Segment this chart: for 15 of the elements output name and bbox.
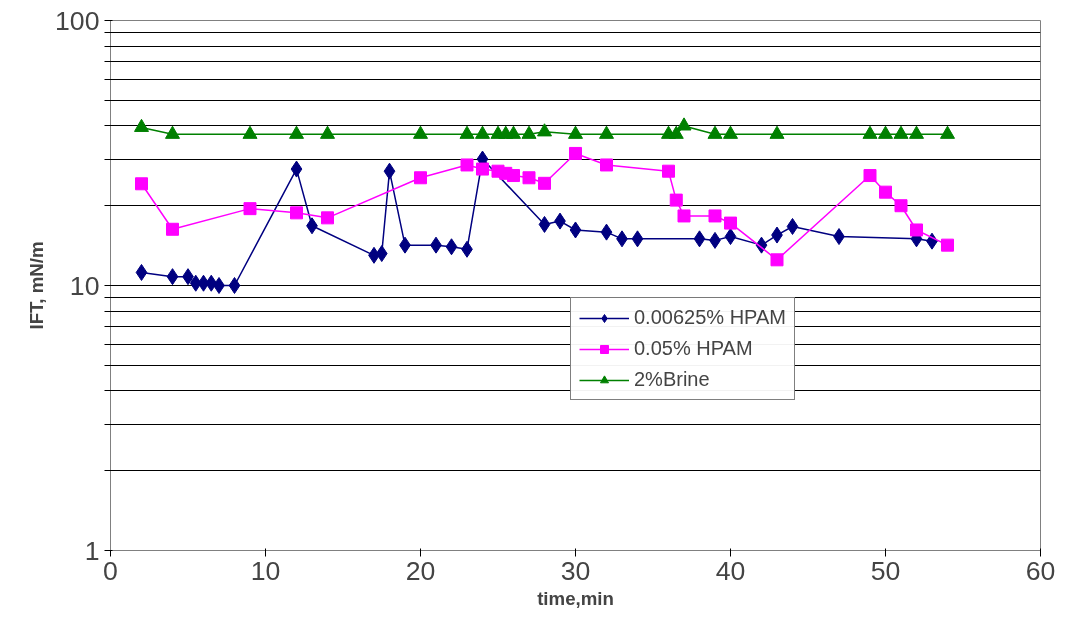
x-tick-label: 40 [715,555,746,586]
x-tick-label: 30 [560,555,591,586]
x-tick-label: 0 [103,555,118,586]
y-axis-title: IFT, mN/m [26,241,48,330]
legend-label: 2%Brine [634,368,710,391]
y-tick-label: 1 [84,535,100,566]
legend-label: 0.00625% HPAM [634,306,786,329]
x-tick-label: 20 [405,555,436,586]
x-tick-label: 60 [1025,555,1056,586]
y-tick-label: 100 [55,5,100,36]
legend-label: 0.05% HPAM [634,337,753,360]
y-tick-label: 10 [69,270,100,301]
x-axis-title: time,min [537,587,614,609]
x-tick-label: 50 [870,555,901,586]
x-tick-label: 10 [250,555,281,586]
